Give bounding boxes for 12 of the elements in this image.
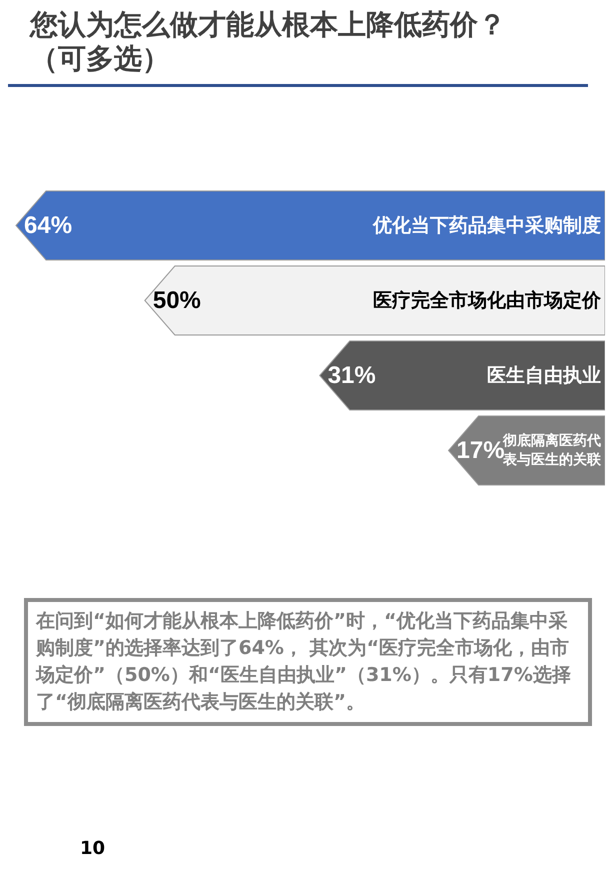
y-tick-label: 优化当下药品集中采购制度 xyxy=(372,214,601,236)
data-label: 50% xyxy=(152,287,201,314)
text: 在问到“如何才能从根本上降低药价”时，“优化当下药品集中采购制度”的选择率达到了64%， 其次为“医疗完全市场化，由市场定价”（50%）和“医生自由执业”（31%）。只有17%选择了“彻底隔离医药代表与医生的关联”。 xyxy=(24,598,592,726)
text: 10 xyxy=(80,838,106,859)
y-tick-label: 医疗完全市场化由市场定价 xyxy=(373,290,602,312)
data-label: 31% xyxy=(328,362,376,389)
data-label: 64% xyxy=(24,212,72,239)
bar xyxy=(144,266,605,336)
chart-title: 您认为怎么做才能从根本上降低药价？（可多选） xyxy=(30,8,507,76)
bar xyxy=(319,340,605,410)
bar xyxy=(16,190,605,260)
y-tick-label: 医生自由执业 xyxy=(487,364,601,386)
